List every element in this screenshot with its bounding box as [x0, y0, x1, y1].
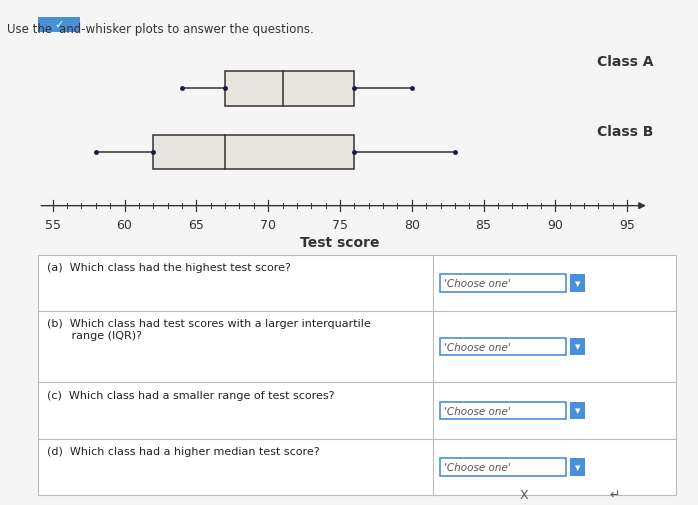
- Text: 65: 65: [188, 219, 205, 232]
- Text: X: X: [519, 488, 528, 501]
- Text: ▼: ▼: [574, 344, 580, 350]
- Text: (c)  Which class had a smaller range of test scores?: (c) Which class had a smaller range of t…: [47, 390, 334, 400]
- Text: ▼: ▼: [574, 280, 580, 286]
- Text: ↵: ↵: [609, 488, 620, 501]
- Text: 55: 55: [45, 219, 61, 232]
- Text: 'Choose one': 'Choose one': [444, 406, 511, 416]
- Text: (a)  Which class had the highest test score?: (a) Which class had the highest test sco…: [47, 263, 290, 273]
- Text: 80: 80: [403, 219, 419, 232]
- Text: ▼: ▼: [574, 408, 580, 414]
- Text: and-whisker plots to answer the questions.: and-whisker plots to answer the question…: [59, 23, 314, 36]
- Text: 75: 75: [332, 219, 348, 232]
- Bar: [154, 136, 355, 170]
- Text: (d)  Which class had a higher median test score?: (d) Which class had a higher median test…: [47, 446, 320, 457]
- Text: Use the: Use the: [7, 23, 52, 36]
- Text: 85: 85: [475, 219, 491, 232]
- Text: Test score: Test score: [300, 236, 380, 250]
- Text: 60: 60: [117, 219, 133, 232]
- Bar: [225, 72, 355, 107]
- Text: 70: 70: [260, 219, 276, 232]
- Text: 'Choose one': 'Choose one': [444, 278, 511, 288]
- Text: Class B: Class B: [597, 125, 654, 139]
- Text: 'Choose one': 'Choose one': [444, 342, 511, 352]
- Text: (b)  Which class had test scores with a larger interquartile
       range (IQR)?: (b) Which class had test scores with a l…: [47, 319, 371, 340]
- Text: Class A: Class A: [597, 55, 654, 69]
- Text: 90: 90: [547, 219, 563, 232]
- Text: 'Choose one': 'Choose one': [444, 462, 511, 472]
- Text: ▼: ▼: [574, 464, 580, 470]
- Text: 95: 95: [619, 219, 635, 232]
- Text: ✓: ✓: [54, 20, 64, 30]
